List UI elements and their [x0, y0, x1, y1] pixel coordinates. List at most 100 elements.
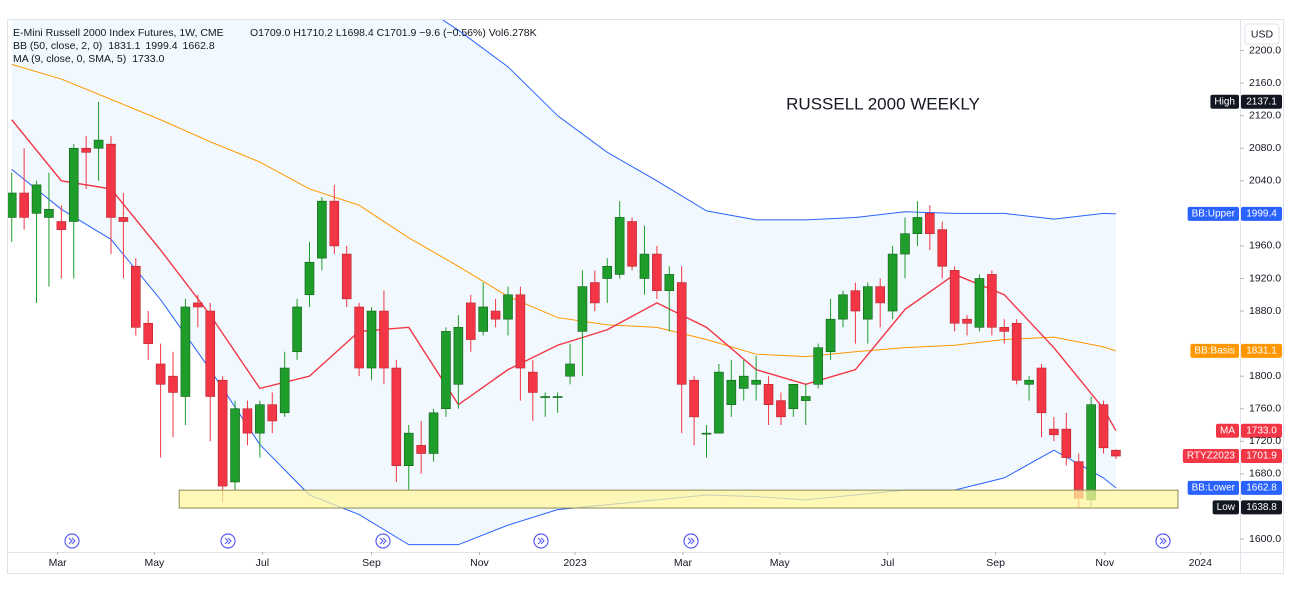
ohlc-readout: O1709.0 H1710.2 L1698.4 C1701.9 −9.6 (−0…: [250, 27, 537, 39]
candle-body: [1098, 404, 1109, 449]
candle-body: [1049, 428, 1059, 436]
candle-body: [763, 384, 774, 405]
candle-body: [8, 192, 17, 218]
badge-name-box: [1190, 343, 1239, 358]
candle-body: [503, 294, 513, 320]
x-tick-label: 2024: [1189, 557, 1213, 569]
candle-body: [255, 404, 265, 434]
candle-body: [19, 192, 29, 218]
badge-name: BB:Basis: [1194, 345, 1235, 356]
candle-body: [379, 310, 389, 369]
candle-body: [999, 327, 1010, 332]
event-icon: [687, 537, 695, 545]
price-badge: [1241, 94, 1282, 109]
badge-name: BB:Upper: [1192, 208, 1236, 219]
candle-body: [193, 302, 203, 308]
candle-body: [143, 322, 153, 344]
support-zone: [178, 489, 1179, 509]
candle-body: [912, 217, 923, 235]
candle-body: [292, 306, 302, 353]
candle-body: [217, 379, 228, 487]
indicator-name: MA (9, close, 0, SMA, 5): [13, 53, 126, 65]
candle-body: [366, 310, 377, 369]
y-tick-label: 2120.0: [1249, 109, 1281, 121]
badge-value: 1701.9: [1246, 451, 1277, 462]
candle-body: [453, 327, 464, 385]
candle-body: [552, 396, 563, 398]
indicator-readout: 1662.8: [183, 40, 215, 52]
candle-body: [118, 217, 129, 222]
candle-body: [31, 184, 42, 214]
band-fill: [11, 20, 1116, 545]
event-icon: [379, 537, 387, 545]
candle-body: [230, 408, 240, 483]
price-badge: [1241, 449, 1282, 464]
candle-body: [515, 294, 526, 369]
candle-body: [974, 278, 985, 328]
candle-body: [180, 306, 191, 397]
candle-body: [1036, 367, 1047, 414]
candle-body: [441, 331, 451, 410]
candle-body: [664, 274, 675, 291]
event-icon: [1159, 537, 1167, 545]
badge-name-box: [1182, 449, 1239, 464]
candle-body: [776, 400, 786, 418]
candle-body: [738, 375, 749, 389]
candle-body: [465, 302, 476, 340]
indicator-readout: 1733.0: [132, 53, 164, 65]
badge-value: 1638.8: [1246, 502, 1277, 513]
candle-body: [577, 286, 588, 332]
candle-body: [825, 318, 836, 353]
candle-body: [317, 200, 327, 259]
candle-body: [528, 371, 538, 393]
y-tick-label: 2200.0: [1249, 44, 1281, 56]
candle-body: [565, 363, 575, 377]
candle-body: [875, 286, 886, 304]
candle-body: [279, 367, 290, 414]
badge-value: 1662.8: [1246, 482, 1277, 493]
candle-body: [800, 396, 811, 401]
indicator-readout: 1831.1: [108, 40, 140, 52]
candle-body: [267, 404, 278, 422]
candle-body: [701, 432, 712, 435]
candle-body: [838, 294, 848, 320]
badge-value: 1733.0: [1246, 425, 1277, 436]
badge-name-box: [1216, 423, 1239, 438]
candle-body: [676, 282, 687, 385]
badge-name-box: [1212, 500, 1239, 515]
price-badge: [1241, 423, 1282, 438]
candle-body: [987, 274, 997, 328]
price-badge: [1241, 500, 1282, 515]
candle-body: [962, 318, 972, 324]
candle-body: [714, 371, 724, 434]
candle-body: [304, 261, 315, 296]
candle-body: [106, 143, 116, 218]
y-tick-label: 1760.0: [1249, 403, 1281, 415]
x-tick-label: May: [144, 557, 165, 569]
candle-body: [627, 221, 637, 267]
x-tick-label: May: [770, 557, 791, 569]
candle-body: [900, 233, 910, 255]
candle-body: [813, 347, 823, 385]
candle-body: [428, 412, 439, 454]
candle-body: [925, 213, 935, 235]
candle-body: [1086, 404, 1096, 501]
candle-body: [540, 396, 551, 398]
y-tick-label: 1600.0: [1249, 533, 1281, 545]
candle-body: [341, 253, 352, 300]
event-icon: [537, 537, 545, 545]
y-tick-label: 2160.0: [1249, 77, 1281, 89]
candle-body: [130, 265, 141, 328]
candle-body: [949, 270, 960, 324]
candle-body: [788, 384, 799, 410]
candle-body: [602, 265, 613, 279]
currency-button[interactable]: [1244, 23, 1280, 45]
overlay: E-Mini Russell 2000 Index Futures, 1W, C…: [13, 27, 1282, 549]
x-tick-label: Mar: [49, 557, 68, 569]
candle-body: [652, 253, 662, 291]
candle-body: [1061, 428, 1072, 458]
chart-title: RUSSELL 2000 WEEKLY: [786, 94, 980, 113]
badge-name: Low: [1217, 502, 1236, 513]
